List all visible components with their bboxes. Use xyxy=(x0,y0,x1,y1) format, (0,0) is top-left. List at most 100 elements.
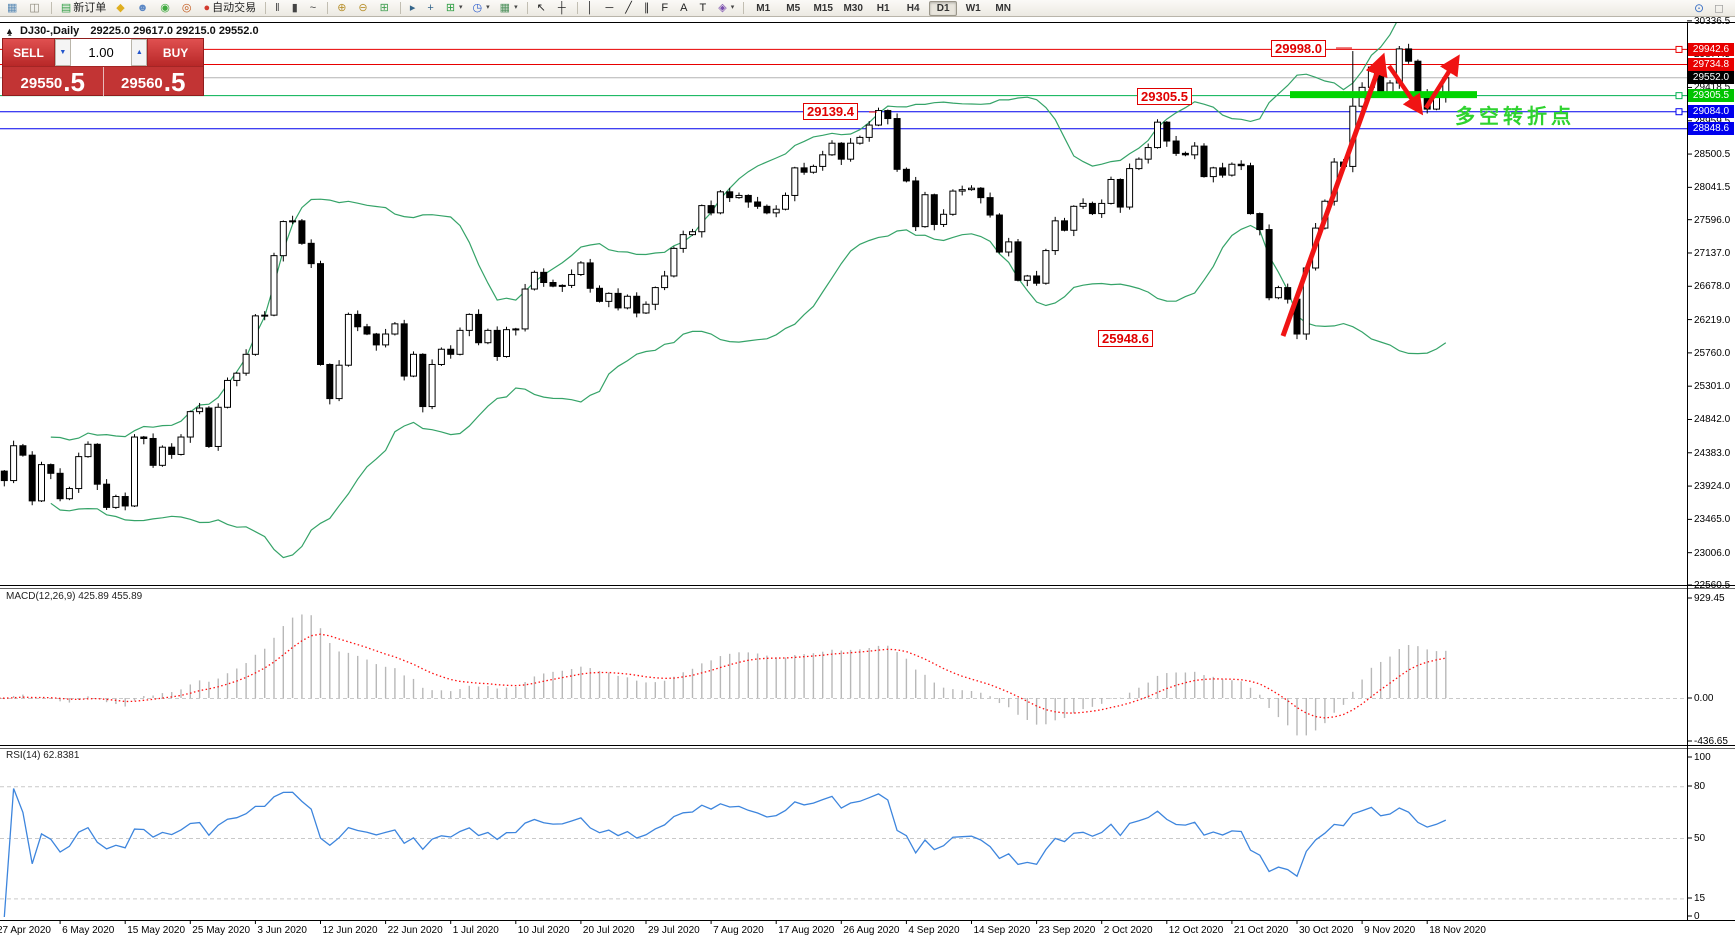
october-low-label[interactable]: 25948.6 xyxy=(1098,330,1153,347)
panel-collapse-arrow[interactable]: ▴ xyxy=(8,31,12,38)
add-indicator-dropdown[interactable]: ⊞ ▾ xyxy=(442,0,467,16)
vertical-line-icon: │ xyxy=(586,2,594,14)
volume-increase-button[interactable]: ▲ xyxy=(131,39,148,66)
autotrading-button[interactable]: ● 自动交易 xyxy=(199,0,260,16)
fibonacci-button[interactable]: F xyxy=(657,0,674,16)
new-chart-button[interactable]: ▦ xyxy=(3,0,23,16)
one-click-trade-panel: SELL ▼ 1.00 ▲ BUY 29550 .5 29560 .5 xyxy=(2,38,204,96)
volume-input[interactable]: 1.00 xyxy=(70,39,132,66)
line-chart-button[interactable]: ~ xyxy=(306,0,322,16)
rsi-separator[interactable] xyxy=(0,745,1735,746)
y-axis-label: 23924.0 xyxy=(1694,481,1731,493)
resistance-price-label[interactable]: 29305.5 xyxy=(1137,88,1192,105)
date-label: 2 Oct 2020 xyxy=(1103,925,1153,936)
price-tag: 28848.6 xyxy=(1688,122,1734,136)
rsi-axis-label: 100 xyxy=(1694,752,1711,763)
y-axis-label: 27596.0 xyxy=(1694,214,1731,226)
date-label: 4 Sep 2020 xyxy=(908,925,960,936)
equidistant-channel-icon: ∥ xyxy=(643,2,650,14)
toolbar-separator xyxy=(265,2,267,14)
y-axis-label: 26678.0 xyxy=(1694,281,1731,293)
price-tag: 29552.0 xyxy=(1688,71,1734,85)
chart-title: ▲ DJ30-,Daily 29225.0 29617.0 29215.0 29… xyxy=(5,25,259,37)
market-button[interactable]: ◎ xyxy=(178,0,198,16)
timeframe-h1-button[interactable]: H1 xyxy=(876,2,890,14)
date-label: 14 Sep 2020 xyxy=(973,925,1031,936)
date-label: 12 Jun 2020 xyxy=(322,925,378,936)
objects-list-button[interactable]: + xyxy=(423,0,439,16)
text-icon: A xyxy=(680,2,688,14)
date-label: 17 Aug 2020 xyxy=(778,925,835,936)
macd-separator-inner xyxy=(0,588,1735,589)
horizontal-line-button[interactable]: ─ xyxy=(601,0,619,16)
peak-price-label[interactable]: 29998.0 xyxy=(1271,40,1326,57)
macd-axis-label: 0.00 xyxy=(1694,693,1714,704)
chat-button[interactable]: ◻ xyxy=(1710,0,1728,16)
bar-chart-button[interactable]: ‖ xyxy=(271,0,286,16)
market-icon: ◎ xyxy=(181,2,192,14)
timeframe-m1-button[interactable]: M1 xyxy=(756,2,771,14)
signals-button[interactable]: ◉ xyxy=(156,0,176,16)
timeframe-m15-button[interactable]: M15 xyxy=(813,2,833,14)
symbol-marker-icon: ▲ xyxy=(5,26,14,36)
text-label-icon: T xyxy=(699,2,707,14)
new-order-button[interactable]: ▤ 新订单 xyxy=(57,0,110,16)
bar-chart-icon: ‖ xyxy=(275,2,280,14)
chart-area[interactable] xyxy=(0,23,1687,920)
volume-decrease-button[interactable]: ▼ xyxy=(54,39,71,66)
metaeditor-icon: ◆ xyxy=(116,2,125,14)
arrows-dropdown[interactable]: ◈ ▾ xyxy=(714,0,738,16)
zoom-in-button[interactable]: ⊕ xyxy=(333,0,352,16)
sell-price-display[interactable]: 29550 .5 xyxy=(3,67,103,96)
text-button[interactable]: A xyxy=(676,0,693,16)
date-label: 3 Jun 2020 xyxy=(257,925,307,936)
sell-button[interactable]: SELL xyxy=(3,39,55,66)
periods-dropdown[interactable]: ◷ ▾ xyxy=(469,0,494,16)
price-tag: 29305.5 xyxy=(1688,89,1734,103)
metaeditor-button[interactable]: ◆ xyxy=(112,0,130,16)
timeframe-mn-button[interactable]: MN xyxy=(995,2,1011,14)
community-button[interactable]: ☻ xyxy=(133,0,155,16)
turning-point-text[interactable]: 多空转折点 xyxy=(1455,106,1575,128)
macd-separator[interactable] xyxy=(0,585,1735,586)
timeframe-m5-button[interactable]: M5 xyxy=(786,2,801,14)
profiles-button[interactable]: ◫ xyxy=(25,0,45,16)
periods-icon: ◷ xyxy=(472,2,483,14)
templates-dropdown[interactable]: ▦ ▾ xyxy=(496,0,522,16)
search-button[interactable]: ⊙ xyxy=(1690,0,1708,16)
crosshair-button[interactable]: ┼ xyxy=(554,0,572,16)
timeframe-d1-button[interactable]: D1 xyxy=(929,0,958,16)
crosshair-icon: ┼ xyxy=(557,2,566,14)
september-high-label[interactable]: 29139.4 xyxy=(803,103,858,120)
search-icon: ⊙ xyxy=(1693,1,1705,15)
timeframe-w1-button[interactable]: W1 xyxy=(965,2,981,14)
buy-price-display[interactable]: 29560 .5 xyxy=(104,67,204,96)
zoom-out-icon: ⊖ xyxy=(358,2,368,14)
text-label-button[interactable]: T xyxy=(695,0,712,16)
y-axis-label: 29418.5 xyxy=(1694,82,1731,94)
equidistant-channel-button[interactable]: ∥ xyxy=(640,0,656,16)
y-axis-label: 26219.0 xyxy=(1694,314,1731,326)
date-label: 12 Oct 2020 xyxy=(1168,925,1224,936)
zoom-in-icon: ⊕ xyxy=(337,2,347,14)
cursor-button[interactable]: ↖ xyxy=(533,0,552,16)
buy-price-main: 29560 xyxy=(121,75,163,92)
price-tag: 29942.6 xyxy=(1688,42,1734,56)
timeframe-m30-button[interactable]: M30 xyxy=(843,2,863,14)
price-tag: 29084.0 xyxy=(1688,105,1734,119)
zoom-out-button[interactable]: ⊖ xyxy=(354,0,373,16)
line-chart-icon: ~ xyxy=(309,2,317,14)
timeframe-h4-button[interactable]: H4 xyxy=(906,2,920,14)
candlestick-chart-button[interactable]: ▮ xyxy=(288,0,304,16)
vertical-line-button[interactable]: │ xyxy=(583,0,600,16)
buy-price-fraction: .5 xyxy=(163,67,186,97)
indicator-list-button[interactable]: ▸ xyxy=(406,0,422,16)
trendline-button[interactable]: ╱ xyxy=(621,0,638,16)
tile-windows-button[interactable]: ⊞ xyxy=(376,0,395,16)
y-axis-label: 30336.5 xyxy=(1694,15,1731,27)
chevron-down-icon: ▾ xyxy=(730,4,735,11)
buy-button[interactable]: BUY xyxy=(147,39,204,66)
autotrading-icon: ● xyxy=(203,2,211,14)
new-order-button-label: 新订单 xyxy=(73,2,107,14)
